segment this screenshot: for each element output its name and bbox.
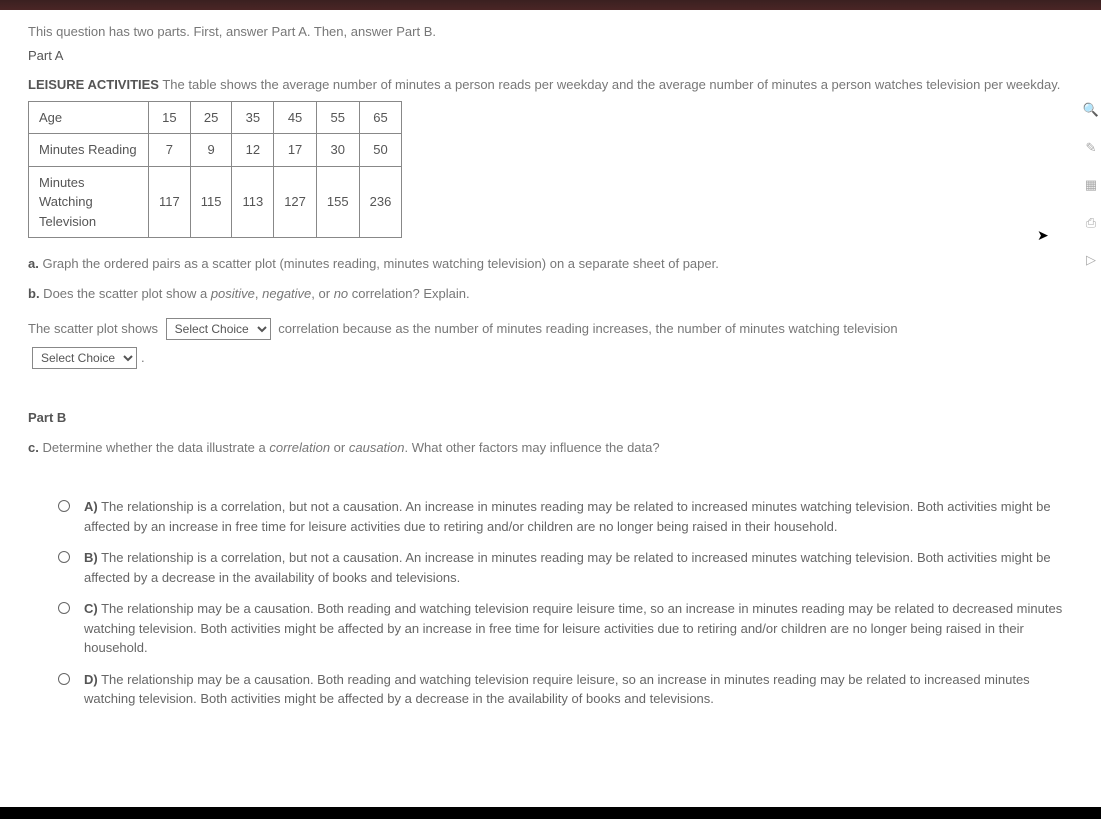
- cell: 236: [359, 166, 402, 238]
- cell: 35: [232, 101, 274, 134]
- table-row: Age 15 25 35 45 55 65: [29, 101, 402, 134]
- fill-mid: correlation because as the number of min…: [278, 321, 897, 336]
- question-page: This question has two parts. First, answ…: [0, 10, 1101, 807]
- window-bottom-bar: [0, 807, 1101, 819]
- mouse-cursor-icon: ➤: [1037, 225, 1049, 246]
- side-toolbar: 🔍 ✎ ▦ ⎙ ▷: [1081, 100, 1101, 270]
- question-b: b. Does the scatter plot show a positive…: [28, 284, 1073, 304]
- radio-icon[interactable]: [58, 673, 70, 685]
- fill-pre: The scatter plot shows: [28, 321, 162, 336]
- qa-text: Graph the ordered pairs as a scatter plo…: [39, 256, 719, 271]
- cell: 50: [359, 134, 402, 167]
- cell: 117: [149, 166, 191, 238]
- cell: 9: [190, 134, 232, 167]
- search-icon[interactable]: 🔍: [1083, 100, 1099, 120]
- note-icon[interactable]: ✎: [1086, 138, 1097, 158]
- qb-i2: negative: [262, 286, 311, 301]
- choice-d-text: D) The relationship may be a causation. …: [84, 670, 1073, 709]
- flag-icon[interactable]: ▷: [1086, 250, 1096, 270]
- answer-choices: A) The relationship is a correlation, bu…: [28, 497, 1073, 709]
- grid-icon[interactable]: ▦: [1085, 175, 1097, 195]
- part-b-label: Part B: [28, 408, 1073, 428]
- cell: 7: [149, 134, 191, 167]
- cell: 155: [316, 166, 359, 238]
- leisure-text: The table shows the average number of mi…: [159, 77, 1060, 92]
- part-a-label: Part A: [28, 46, 1073, 66]
- radio-icon[interactable]: [58, 602, 70, 614]
- qb-i3: no: [334, 286, 348, 301]
- row-head-reading: Minutes Reading: [29, 134, 149, 167]
- qc-lead: c.: [28, 440, 39, 455]
- print-icon[interactable]: ⎙: [1086, 213, 1096, 233]
- qa-lead: a.: [28, 256, 39, 271]
- qb-pre: Does the scatter plot show a: [40, 286, 211, 301]
- cell: 30: [316, 134, 359, 167]
- cell: 115: [190, 166, 232, 238]
- cell: 55: [316, 101, 359, 134]
- qc-post: . What other factors may influence the d…: [405, 440, 660, 455]
- correlation-select[interactable]: Select Choice: [166, 318, 271, 340]
- choice-a-row[interactable]: A) The relationship is a correlation, bu…: [58, 497, 1073, 536]
- qb-lead: b.: [28, 286, 40, 301]
- qc-i1: correlation: [269, 440, 330, 455]
- radio-icon[interactable]: [58, 551, 70, 563]
- qb-post: correlation? Explain.: [348, 286, 469, 301]
- leisure-lead: LEISURE ACTIVITIES: [28, 77, 159, 92]
- choice-c-text: C) The relationship may be a causation. …: [84, 599, 1073, 658]
- cell: 17: [274, 134, 317, 167]
- data-table: Age 15 25 35 45 55 65 Minutes Reading 7 …: [28, 101, 402, 239]
- leisure-paragraph: LEISURE ACTIVITIES The table shows the a…: [28, 75, 1073, 95]
- qb-i1: positive: [211, 286, 255, 301]
- cell: 15: [149, 101, 191, 134]
- cell: 65: [359, 101, 402, 134]
- cell: 113: [232, 166, 274, 238]
- question-a: a. Graph the ordered pairs as a scatter …: [28, 254, 1073, 274]
- choice-c-row[interactable]: C) The relationship may be a causation. …: [58, 599, 1073, 658]
- qc-pre: Determine whether the data illustrate a: [39, 440, 270, 455]
- choice-d-row[interactable]: D) The relationship may be a causation. …: [58, 670, 1073, 709]
- row-head-tv: MinutesWatchingTelevision: [29, 166, 149, 238]
- choice-b-row[interactable]: B) The relationship is a correlation, bu…: [58, 548, 1073, 587]
- row-head-age: Age: [29, 101, 149, 134]
- choice-b-text: B) The relationship is a correlation, bu…: [84, 548, 1073, 587]
- cell: 25: [190, 101, 232, 134]
- cell: 12: [232, 134, 274, 167]
- cell: 45: [274, 101, 317, 134]
- table-row: Minutes Reading 7 9 12 17 30 50: [29, 134, 402, 167]
- question-c: c. Determine whether the data illustrate…: [28, 438, 1073, 458]
- question-intro: This question has two parts. First, answ…: [28, 22, 1073, 42]
- cell: 127: [274, 166, 317, 238]
- radio-icon[interactable]: [58, 500, 70, 512]
- window-top-bar: [0, 0, 1101, 10]
- fill-sentence: The scatter plot shows Select Choice cor…: [28, 315, 1073, 372]
- direction-select[interactable]: Select Choice: [32, 347, 137, 369]
- table-row: MinutesWatchingTelevision 117 115 113 12…: [29, 166, 402, 238]
- choice-a-text: A) The relationship is a correlation, bu…: [84, 497, 1073, 536]
- qc-i2: causation: [349, 440, 405, 455]
